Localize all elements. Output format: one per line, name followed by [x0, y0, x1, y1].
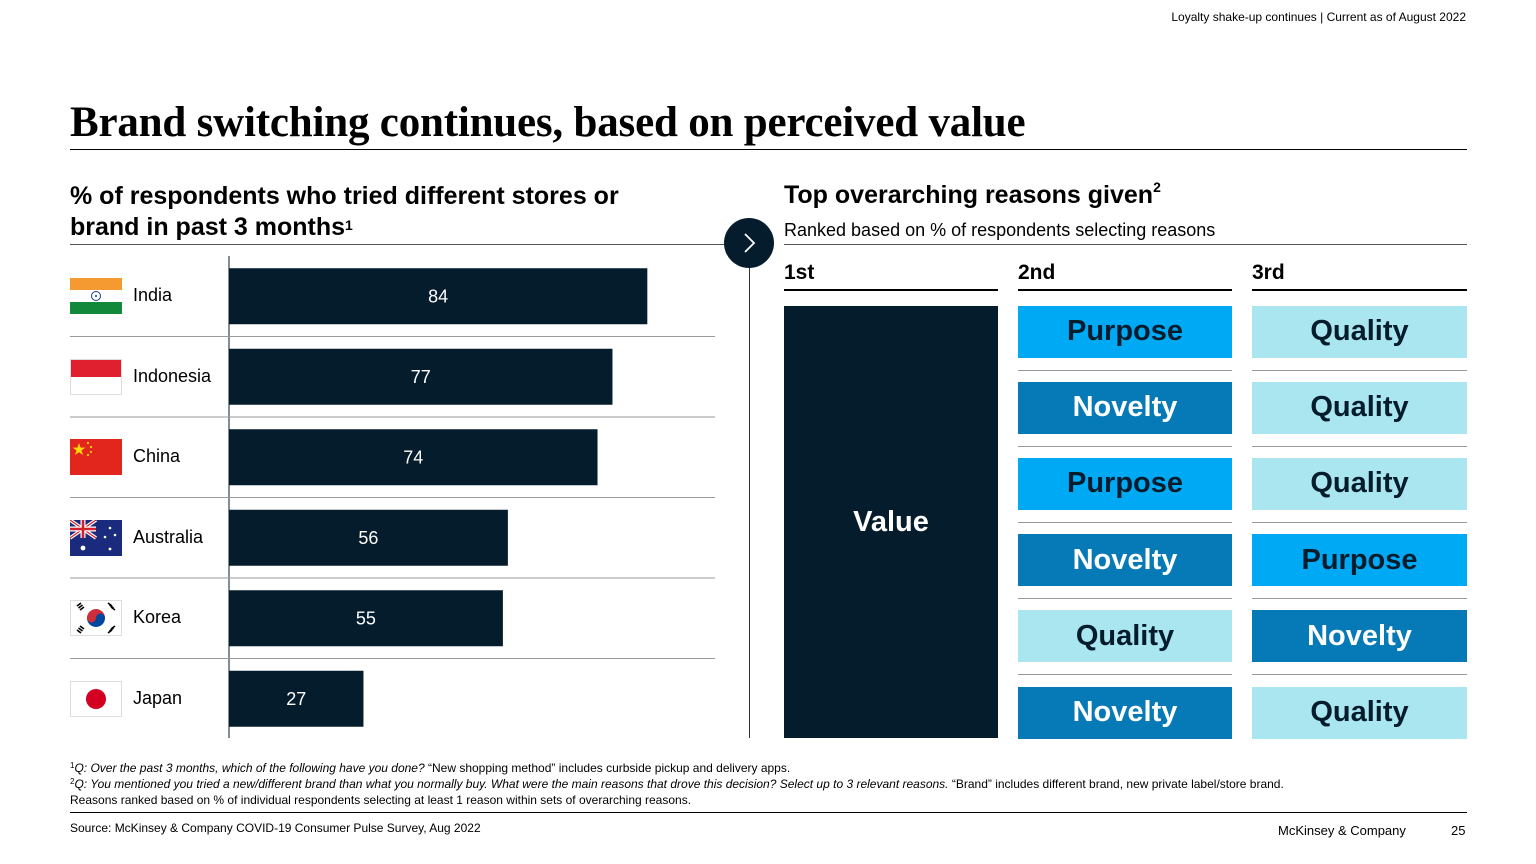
rank-rule-3rd — [1252, 289, 1467, 291]
bar-value-label: 84 — [428, 286, 448, 306]
australia-flag-icon — [70, 519, 122, 556]
bar-value-label: 56 — [358, 528, 378, 548]
footnote-1: 1Q: Over the past 3 months, which of the… — [70, 761, 791, 775]
right-subheading: Ranked based on % of respondents selecti… — [784, 220, 1216, 240]
right-heading-rule — [784, 244, 1467, 245]
reason-cell-third-purpose: Purpose — [1252, 534, 1467, 587]
country-label-india: India — [133, 285, 173, 306]
panel-divider — [749, 268, 750, 738]
indonesia-flag-icon — [70, 358, 122, 395]
reason-cell-second-purpose: Purpose — [1018, 305, 1232, 358]
rank-label-2nd: 2nd — [1018, 261, 1056, 284]
left-chart-heading: % of respondents who tried different sto… — [70, 181, 670, 243]
india-flag-icon — [70, 278, 122, 315]
footer-rule — [70, 812, 1467, 813]
reason-row-separator — [1252, 521, 1467, 523]
rank-label-1st: 1st — [784, 261, 815, 284]
bar-indonesia — [229, 348, 613, 405]
header-note: Loyalty shake-up continues | Current as … — [1171, 10, 1466, 24]
reason-row-separator — [1018, 445, 1232, 447]
reason-cell-third-quality: Quality — [1252, 305, 1467, 358]
bar-value-label: 55 — [356, 608, 376, 628]
country-label-china: China — [133, 446, 181, 467]
footnote-2: 2Q: You mentioned you tried a new/differ… — [70, 777, 1284, 791]
korea-flag-icon — [70, 600, 122, 637]
right-heading: Top overarching reasons given2 — [784, 179, 1161, 210]
reason-row-separator — [1018, 521, 1232, 523]
reason-row-separator — [1018, 598, 1232, 600]
brand-name: McKinsey & Company — [1278, 823, 1406, 838]
reason-cell-second-novelty: Novelty — [1018, 534, 1232, 587]
first-reason-value: Value — [784, 306, 998, 738]
reason-cell-second-purpose: Purpose — [1018, 457, 1232, 510]
country-label-indonesia: Indonesia — [133, 365, 212, 386]
reason-cell-third-quality: Quality — [1252, 381, 1467, 434]
bar-value-label: 74 — [403, 447, 423, 467]
country-label-korea: Korea — [133, 607, 182, 628]
footnote-3: Reasons ranked based on % of individual … — [70, 793, 692, 807]
rank-rule-1st — [784, 289, 998, 291]
reason-cell-third-novelty: Novelty — [1252, 610, 1467, 663]
reason-cell-second-novelty: Novelty — [1018, 686, 1232, 739]
bar-korea — [229, 590, 503, 647]
bar-australia — [229, 509, 508, 566]
page-number: 25 — [1451, 823, 1466, 838]
right-heading-sup: 2 — [1153, 179, 1161, 195]
chevron-right-icon — [744, 233, 756, 253]
left-heading-rule — [70, 244, 730, 245]
country-label-australia: Australia — [133, 526, 204, 547]
reason-cell-third-quality: Quality — [1252, 686, 1467, 739]
bar-chart: 84 77 74 56 55 27 — [70, 256, 715, 738]
rank-label-3rd: 3rd — [1252, 261, 1285, 284]
reason-row-separator — [1018, 674, 1232, 676]
china-flag-icon — [70, 439, 122, 476]
bar-japan — [229, 670, 364, 727]
reason-row-separator — [1252, 445, 1467, 447]
reason-row-separator — [1252, 598, 1467, 600]
reason-cell-second-quality: Quality — [1018, 610, 1232, 663]
bar-value-label: 77 — [411, 367, 431, 387]
next-arrow-button[interactable] — [724, 218, 774, 268]
japan-flag-icon — [70, 680, 122, 717]
reason-row-separator — [1252, 674, 1467, 676]
reason-cell-second-novelty: Novelty — [1018, 381, 1232, 434]
bar-india — [229, 268, 648, 325]
page-title: Brand switching continues, based on perc… — [70, 99, 1026, 146]
right-heading-text: Top overarching reasons given — [784, 181, 1154, 209]
left-heading-text: % of respondents who tried different sto… — [70, 182, 619, 241]
bar-china — [229, 429, 598, 486]
left-heading-sup: 1 — [345, 217, 353, 233]
bar-value-label: 27 — [286, 689, 306, 709]
title-rule — [70, 149, 1467, 150]
reason-row-separator — [1018, 369, 1232, 371]
source-note: Source: McKinsey & Company COVID-19 Cons… — [70, 821, 481, 835]
rank-rule-2nd — [1018, 289, 1232, 291]
reason-row-separator — [1252, 369, 1467, 371]
reason-cell-third-quality: Quality — [1252, 457, 1467, 510]
country-label-japan: Japan — [133, 687, 183, 708]
